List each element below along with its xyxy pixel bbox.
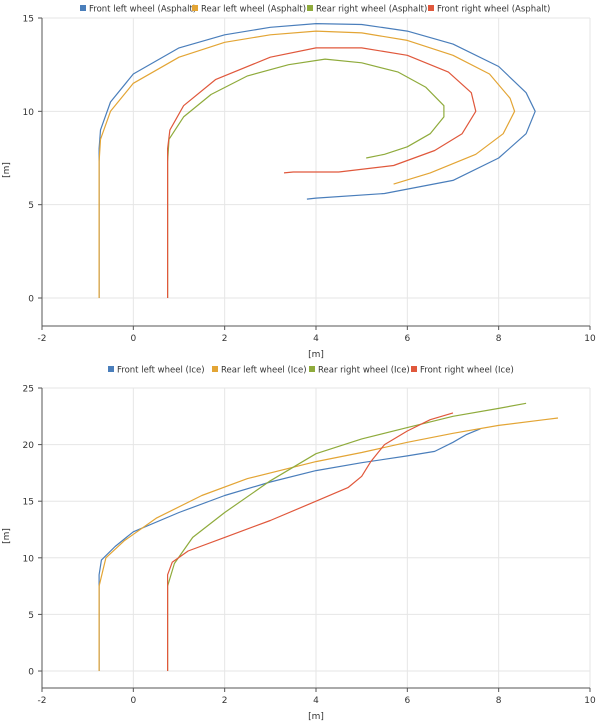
- legend-swatch: [309, 366, 315, 372]
- x-tick-label: 2: [222, 696, 228, 706]
- x-tick-label: -2: [38, 334, 47, 344]
- y-axis-label: [m]: [2, 162, 12, 178]
- x-tick-label: 0: [130, 696, 136, 706]
- x-tick-label: 4: [313, 334, 319, 344]
- series-line-4: [167, 412, 454, 671]
- legend-label: Front right wheel (Ice): [420, 366, 514, 376]
- y-tick-label: 0: [28, 668, 34, 678]
- legend-swatch: [428, 5, 434, 11]
- legend: Front left wheel (Asphalt) Rear left whee…: [80, 5, 550, 15]
- legend-swatch: [307, 5, 313, 11]
- y-tick-label: 5: [28, 201, 34, 211]
- x-tick-label: -2: [38, 696, 47, 706]
- chart-panel-1: -2 0 2 4 6 8 10 0 5 10 15 [m] [m] Front left wheel (A…: [2, 5, 596, 361]
- x-axis-label: [m]: [308, 350, 324, 360]
- legend-label: Front left wheel (Ice): [117, 366, 205, 376]
- y-tick-label: 15: [23, 498, 34, 508]
- y-tick-label: 0: [28, 295, 34, 305]
- legend-label: Front right wheel (Asphalt): [437, 5, 550, 15]
- x-tick-label: 8: [496, 696, 502, 706]
- legend-label: Rear right wheel (Ice): [318, 366, 410, 376]
- chart-panel-2: -2 0 2 4 6 8 10 0 5 10 15 20 25 [m] [m] Front left whee…: [2, 366, 596, 723]
- legend-label: Rear left wheel (Asphalt): [201, 5, 306, 15]
- y-tick-label: 20: [23, 441, 35, 451]
- series-line-2: [98, 417, 559, 671]
- legend: Front left wheel (Ice) Rear left wheel (I…: [108, 366, 514, 376]
- y-tick-label: 5: [28, 611, 34, 621]
- x-tick-label: 8: [496, 334, 502, 344]
- x-tick-label: 6: [404, 334, 410, 344]
- x-tick-label: 2: [222, 334, 228, 344]
- legend-swatch: [80, 5, 86, 11]
- x-tick-label: 10: [584, 696, 596, 706]
- y-tick-label: 10: [23, 554, 35, 564]
- series-line-3: [167, 58, 445, 298]
- legend-swatch: [108, 366, 114, 372]
- x-tick-label: 0: [130, 334, 136, 344]
- x-axis-label: [m]: [308, 712, 324, 722]
- x-tick-label: 4: [313, 696, 319, 706]
- series-line-2: [98, 30, 516, 298]
- legend-label: Front left wheel (Asphalt): [89, 5, 196, 15]
- legend-swatch: [212, 366, 218, 372]
- legend-swatch: [411, 366, 417, 372]
- y-axis-label: [m]: [2, 528, 12, 544]
- series-line-3: [167, 402, 527, 671]
- series-line-1: [98, 23, 536, 298]
- legend-swatch: [192, 5, 198, 11]
- x-tick-label: 6: [404, 696, 410, 706]
- x-tick-label: 10: [584, 334, 596, 344]
- y-tick-label: 10: [23, 108, 35, 118]
- series-line-1: [98, 428, 481, 671]
- series-line-4: [167, 47, 477, 298]
- legend-label: Rear right wheel (Asphalt): [316, 5, 427, 15]
- legend-label: Rear left wheel (Ice): [221, 366, 307, 376]
- y-tick-label: 25: [23, 385, 34, 395]
- y-tick-label: 15: [23, 15, 34, 25]
